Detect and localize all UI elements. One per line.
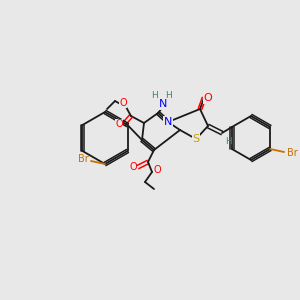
Text: H: H: [225, 137, 231, 146]
Text: N: N: [159, 99, 167, 109]
Text: N: N: [164, 117, 172, 127]
Text: O: O: [129, 162, 137, 172]
Text: O: O: [119, 98, 127, 108]
Text: Br: Br: [287, 148, 297, 158]
Text: H: H: [166, 91, 172, 100]
Text: O: O: [153, 165, 161, 175]
Text: Br: Br: [78, 154, 88, 164]
Text: O: O: [115, 119, 123, 129]
Text: H: H: [152, 92, 158, 100]
Text: S: S: [192, 134, 200, 144]
Text: O: O: [204, 93, 212, 103]
